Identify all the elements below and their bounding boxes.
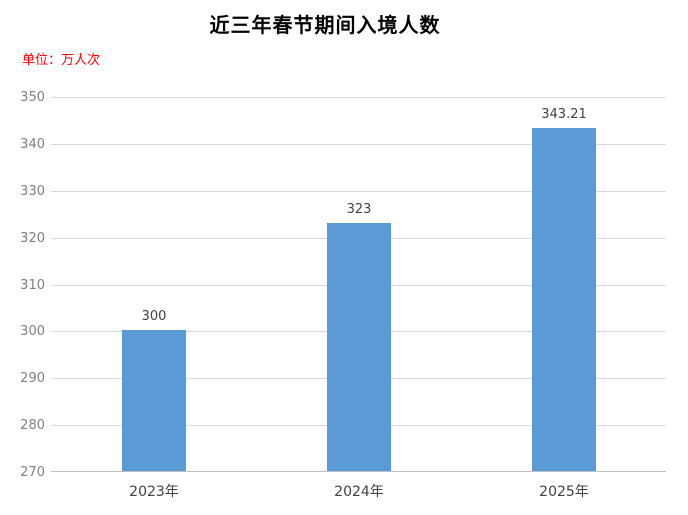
bar-value-label: 300 — [141, 309, 167, 324]
y-tick-label: 300 — [20, 324, 45, 339]
unit-label: 单位：万人次 — [22, 53, 101, 68]
bar-value-label: 323 — [346, 202, 372, 217]
x-tick-label: 2023年 — [129, 484, 179, 500]
x-axis-line — [51, 471, 666, 472]
gridline — [51, 191, 666, 192]
y-tick-label: 350 — [20, 90, 45, 105]
x-tick-label: 2025年 — [539, 484, 589, 500]
bar-2023年 — [122, 330, 186, 471]
y-tick-label: 320 — [20, 231, 45, 246]
y-tick-label: 330 — [20, 184, 45, 199]
gridline — [51, 144, 666, 145]
bar-2025年 — [532, 128, 596, 471]
y-tick-label: 340 — [20, 137, 45, 152]
plot-area — [51, 97, 666, 472]
bar-2024年 — [327, 223, 391, 471]
y-tick-label: 290 — [20, 371, 45, 386]
y-tick-label: 310 — [20, 278, 45, 293]
gridline — [51, 97, 666, 98]
y-tick-label: 280 — [20, 418, 45, 433]
chart-title: 近三年春节期间入境人数 — [209, 13, 441, 37]
y-tick-label: 270 — [20, 465, 45, 480]
x-tick-label: 2024年 — [334, 484, 384, 500]
bar-value-label: 343.21 — [541, 107, 587, 122]
